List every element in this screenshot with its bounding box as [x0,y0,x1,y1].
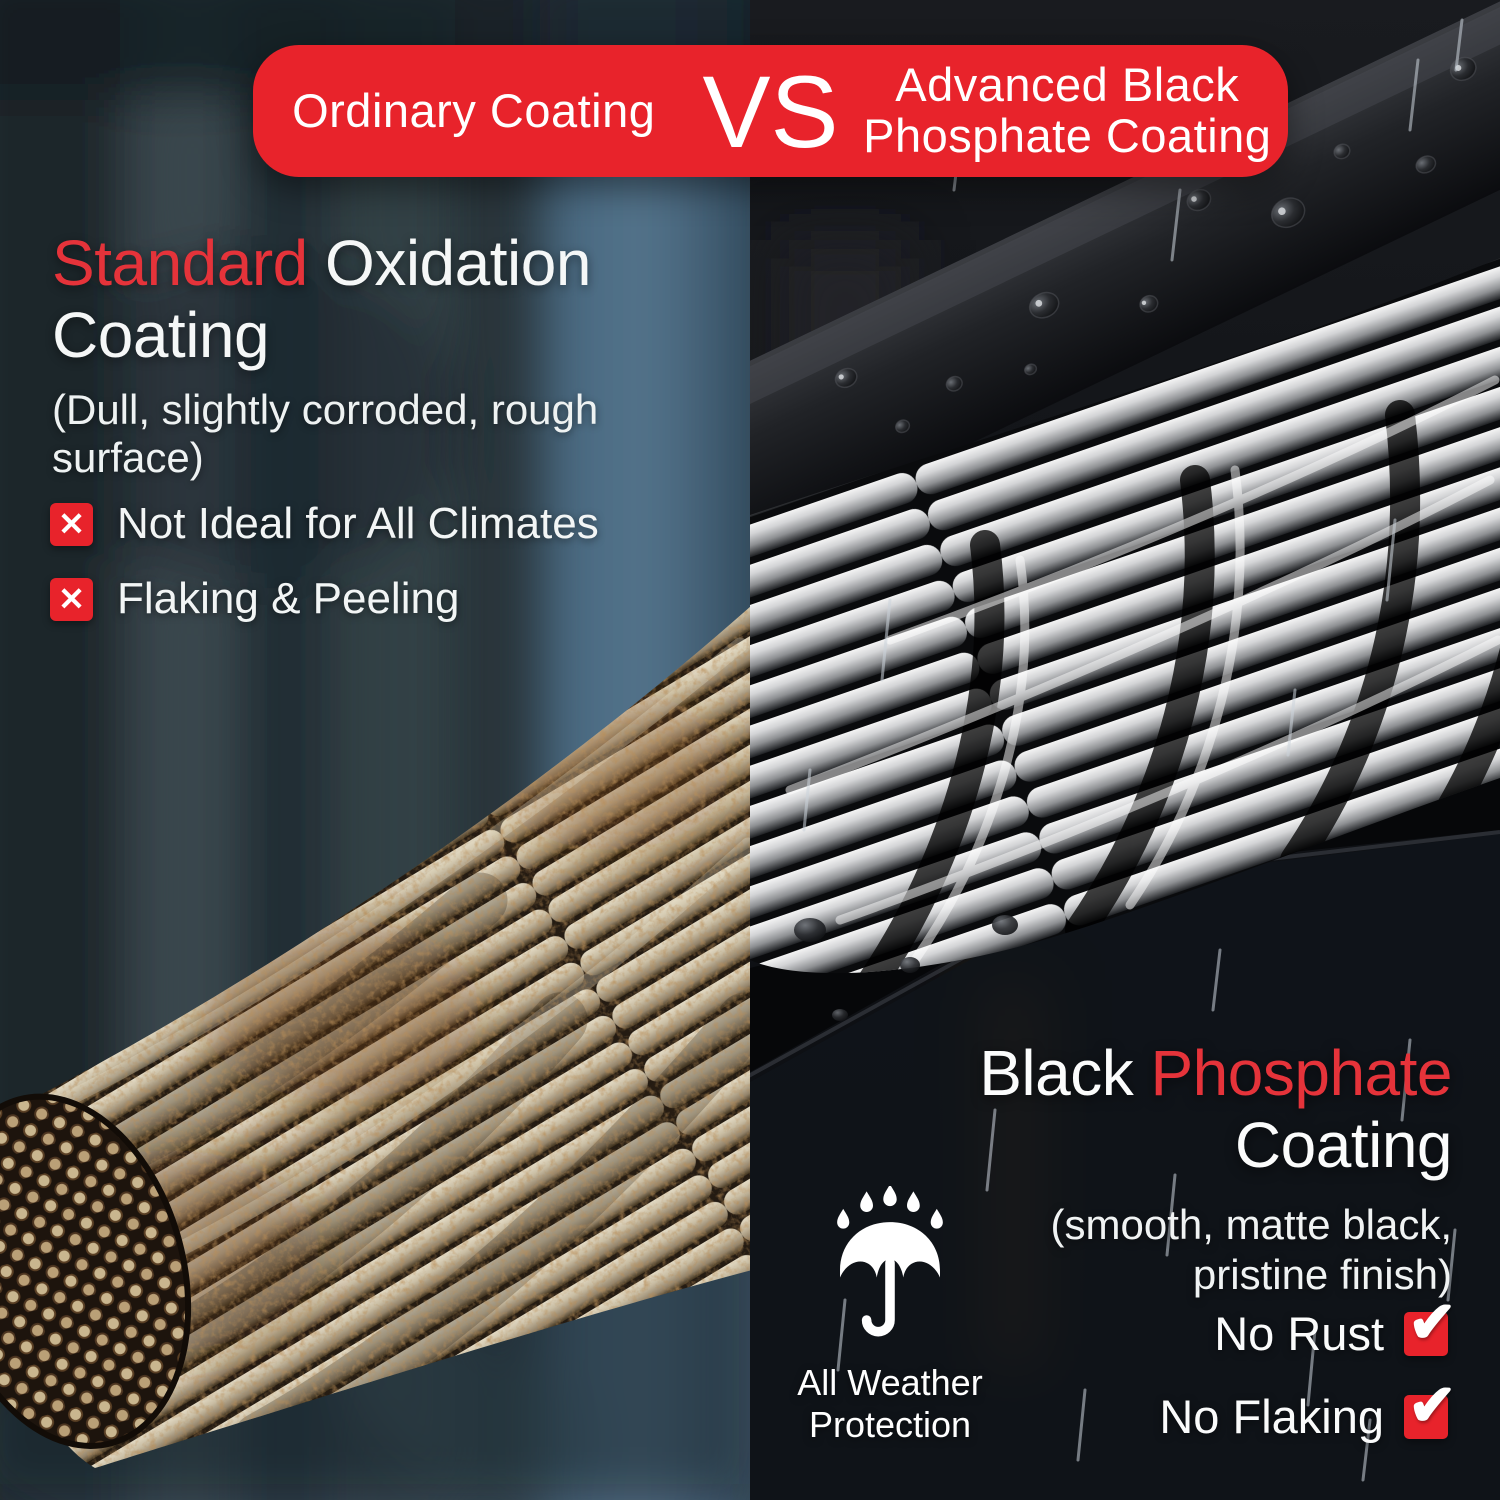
banner-left-label: Ordinary Coating [292,83,656,137]
vs-banner: Ordinary Coating VS Advanced Black Phosp… [253,45,1288,177]
umbrella-icon [837,1186,943,1337]
list-item: No Flaking ✔ [1159,1376,1457,1444]
panel-droplets [794,915,1018,1021]
right-subtitle-line1: (smooth, matte black, [1050,1201,1452,1248]
weather-label: All Weather Protection [788,1362,992,1447]
weather-label-line1: All Weather [797,1362,983,1403]
rope-cut-end [0,1093,192,1449]
right-heading-white: Black [979,1037,1134,1109]
feature-label: No Rust [1214,1307,1384,1360]
weather-label-line2: Protection [808,1404,972,1446]
left-heading: Standard Oxidation Coating [52,227,591,371]
silver-wire-rope [750,258,1500,974]
left-heading-line2: Coating [52,298,270,371]
all-weather-protection-badge: All Weather Protection [788,1186,992,1447]
right-subtitle-line2: pristine finish) [1192,1250,1452,1298]
right-heading-line1: Black Phosphate [979,1037,1452,1110]
feature-label: No Flaking [1159,1390,1384,1443]
list-item: No Rust ✔ [1214,1293,1457,1361]
right-subtitle: (smooth, matte black, pristine finish) [1051,1200,1452,1299]
banner-right-label: Advanced Black Phosphate Coating [847,58,1288,162]
left-heading-line1: Standard Oxidation [52,227,591,300]
banner-right-line1: Advanced Black [895,58,1240,112]
bullet-label: Not Ideal for All Climates [117,499,599,548]
right-heading-accent: Phosphate [1150,1037,1452,1109]
right-heading: Black Phosphate Coating [979,1037,1453,1181]
vs-label: VS [702,55,839,169]
left-subtitle: (Dull, slightly corroded, rough surface) [52,386,598,482]
rain-drops-icon [837,1186,943,1229]
left-heading-accent: Standard [52,227,308,299]
drawback-list: ✕ Not Ideal for All Climates ✕ Flaking &… [50,499,599,624]
x-icon: ✕ [50,502,93,546]
left-heading-rest: Oxidation [325,227,591,299]
right-heading-line2: Coating [1234,1108,1453,1181]
bullet-label: Flaking & Peeling [117,574,460,623]
list-item: ✕ Flaking & Peeling [50,574,599,624]
banner-right-line2: Phosphate Coating [863,109,1272,162]
left-subtitle-line1: (Dull, slightly corroded, rough [52,386,599,433]
check-icon: ✔ [1404,1293,1457,1356]
x-icon: ✕ [50,577,93,621]
check-icon: ✔ [1404,1376,1457,1439]
benefit-list: No Rust ✔ No Flaking ✔ [1159,1293,1457,1444]
rusty-wire-rope [0,606,750,1468]
rusty-rope-photo [0,0,750,1500]
left-subtitle-line2: surface) [52,433,204,481]
list-item: ✕ Not Ideal for All Climates [50,499,599,549]
